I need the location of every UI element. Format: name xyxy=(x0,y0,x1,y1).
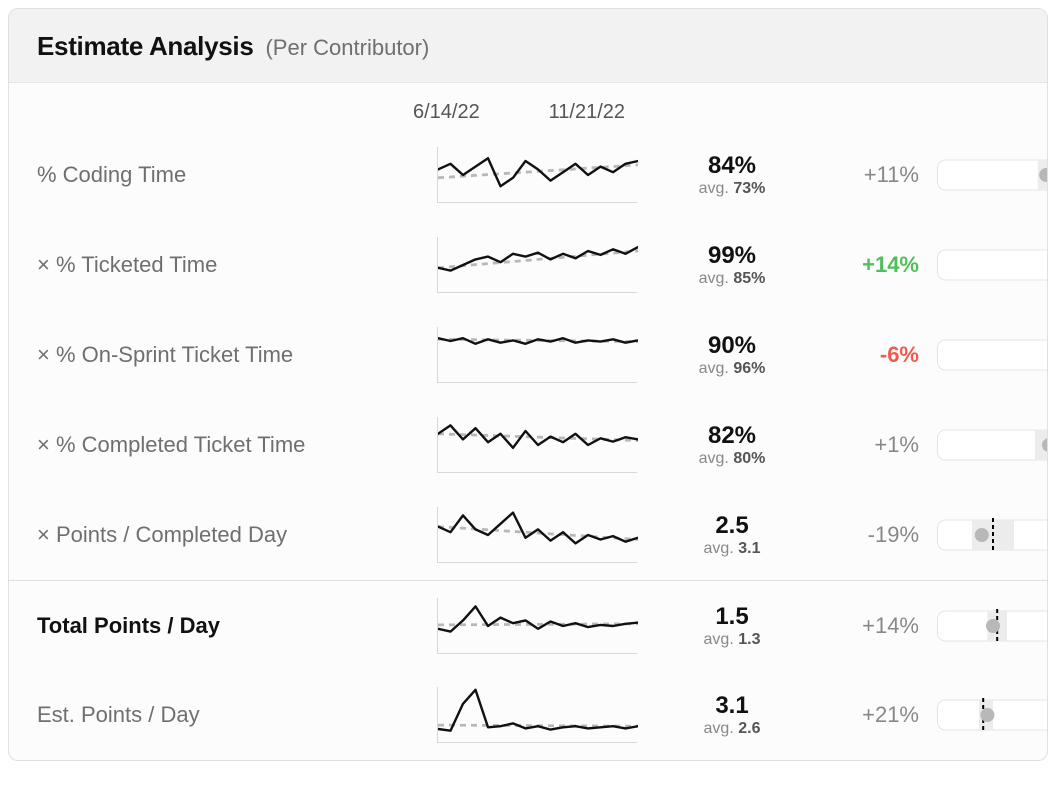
metric-delta: +14% xyxy=(807,252,927,278)
metric-row: % Coding Time 84%avg. 73%+11% xyxy=(9,130,1047,220)
value-column: 82%avg. 80% xyxy=(657,422,807,468)
avg-label: avg. xyxy=(704,720,734,737)
metric-label: × % Completed Ticket Time xyxy=(37,432,437,458)
metric-delta: -6% xyxy=(807,342,927,368)
distribution-bar xyxy=(937,244,1048,286)
metric-avg: avg. 73% xyxy=(657,180,807,198)
metric-value: 82% xyxy=(657,422,807,450)
metric-delta: +1% xyxy=(807,432,927,458)
avg-label: avg. xyxy=(704,540,734,557)
distribution-bar xyxy=(937,424,1048,466)
sparkline xyxy=(437,687,637,743)
panel-header: Estimate Analysis (Per Contributor) xyxy=(9,9,1047,83)
sparkline xyxy=(437,147,637,203)
metric-value: 90% xyxy=(657,332,807,360)
distribution-bar xyxy=(937,694,1048,736)
avg-label: avg. xyxy=(699,180,729,197)
avg-label: avg. xyxy=(699,360,729,377)
metric-value: 1.5 xyxy=(657,603,807,631)
metric-avg: avg. 96% xyxy=(657,360,807,378)
value-column: 1.5avg. 1.3 xyxy=(657,603,807,649)
distribution-bar xyxy=(937,605,1048,647)
distribution-bar xyxy=(937,514,1048,556)
sparkline xyxy=(437,237,637,293)
metric-label: × Points / Completed Day xyxy=(37,522,437,548)
avg-value: 3.1 xyxy=(738,540,760,557)
sparkline xyxy=(437,327,637,383)
metric-avg: avg. 2.6 xyxy=(657,720,807,738)
metric-delta: +11% xyxy=(807,162,927,188)
metric-label: % Coding Time xyxy=(37,162,437,188)
metric-avg: avg. 80% xyxy=(657,450,807,468)
value-column: 2.5avg. 3.1 xyxy=(657,512,807,558)
panel-subtitle: (Per Contributor) xyxy=(265,35,429,61)
metric-label: × % Ticketed Time xyxy=(37,252,437,278)
metric-row: × Points / Completed Day 2.5avg. 3.1-19% xyxy=(9,490,1047,580)
date-start: 6/14/22 xyxy=(413,101,480,124)
date-end: 11/21/22 xyxy=(549,101,625,124)
metric-avg: avg. 1.3 xyxy=(657,631,807,649)
metric-delta: -19% xyxy=(807,522,927,548)
metric-value: 99% xyxy=(657,242,807,270)
distribution-bar xyxy=(937,334,1048,376)
metric-row: × % On-Sprint Ticket Time 90%avg. 96%-6% xyxy=(9,310,1047,400)
metric-delta: +14% xyxy=(807,613,927,639)
date-row: 6/14/22 11/21/22 xyxy=(9,83,1047,130)
metric-row: × % Completed Ticket Time 82%avg. 80%+1% xyxy=(9,400,1047,490)
sparkline xyxy=(437,507,637,563)
metric-row: Est. Points / Day 3.1avg. 2.6+21% xyxy=(9,670,1047,760)
avg-label: avg. xyxy=(704,631,734,648)
metric-avg: avg. 85% xyxy=(657,270,807,288)
metric-value: 84% xyxy=(657,152,807,180)
metric-avg: avg. 3.1 xyxy=(657,540,807,558)
value-column: 99%avg. 85% xyxy=(657,242,807,288)
metric-delta: +21% xyxy=(807,702,927,728)
avg-value: 1.3 xyxy=(738,631,760,648)
value-column: 90%avg. 96% xyxy=(657,332,807,378)
value-column: 3.1avg. 2.6 xyxy=(657,692,807,738)
metric-value: 2.5 xyxy=(657,512,807,540)
metric-label: Est. Points / Day xyxy=(37,702,437,728)
distribution-bar xyxy=(937,154,1048,196)
avg-label: avg. xyxy=(699,270,729,287)
metric-label: Total Points / Day xyxy=(37,613,437,639)
avg-value: 96% xyxy=(733,360,765,377)
metric-label: × % On-Sprint Ticket Time xyxy=(37,342,437,368)
estimate-analysis-panel: Estimate Analysis (Per Contributor) 6/14… xyxy=(8,8,1048,761)
avg-label: avg. xyxy=(699,450,729,467)
sparkline xyxy=(437,417,637,473)
avg-value: 85% xyxy=(733,270,765,287)
metric-row: × % Ticketed Time 99%avg. 85%+14% xyxy=(9,220,1047,310)
avg-value: 73% xyxy=(733,180,765,197)
value-column: 84%avg. 73% xyxy=(657,152,807,198)
metric-row: Total Points / Day 1.5avg. 1.3+14% xyxy=(9,580,1047,670)
metric-value: 3.1 xyxy=(657,692,807,720)
date-labels: 6/14/22 11/21/22 xyxy=(409,101,629,124)
avg-value: 2.6 xyxy=(738,720,760,737)
avg-value: 80% xyxy=(733,450,765,467)
panel-title: Estimate Analysis xyxy=(37,31,253,62)
sparkline xyxy=(437,598,637,654)
metrics-container: % Coding Time 84%avg. 73%+11% × % Ticket… xyxy=(9,130,1047,760)
